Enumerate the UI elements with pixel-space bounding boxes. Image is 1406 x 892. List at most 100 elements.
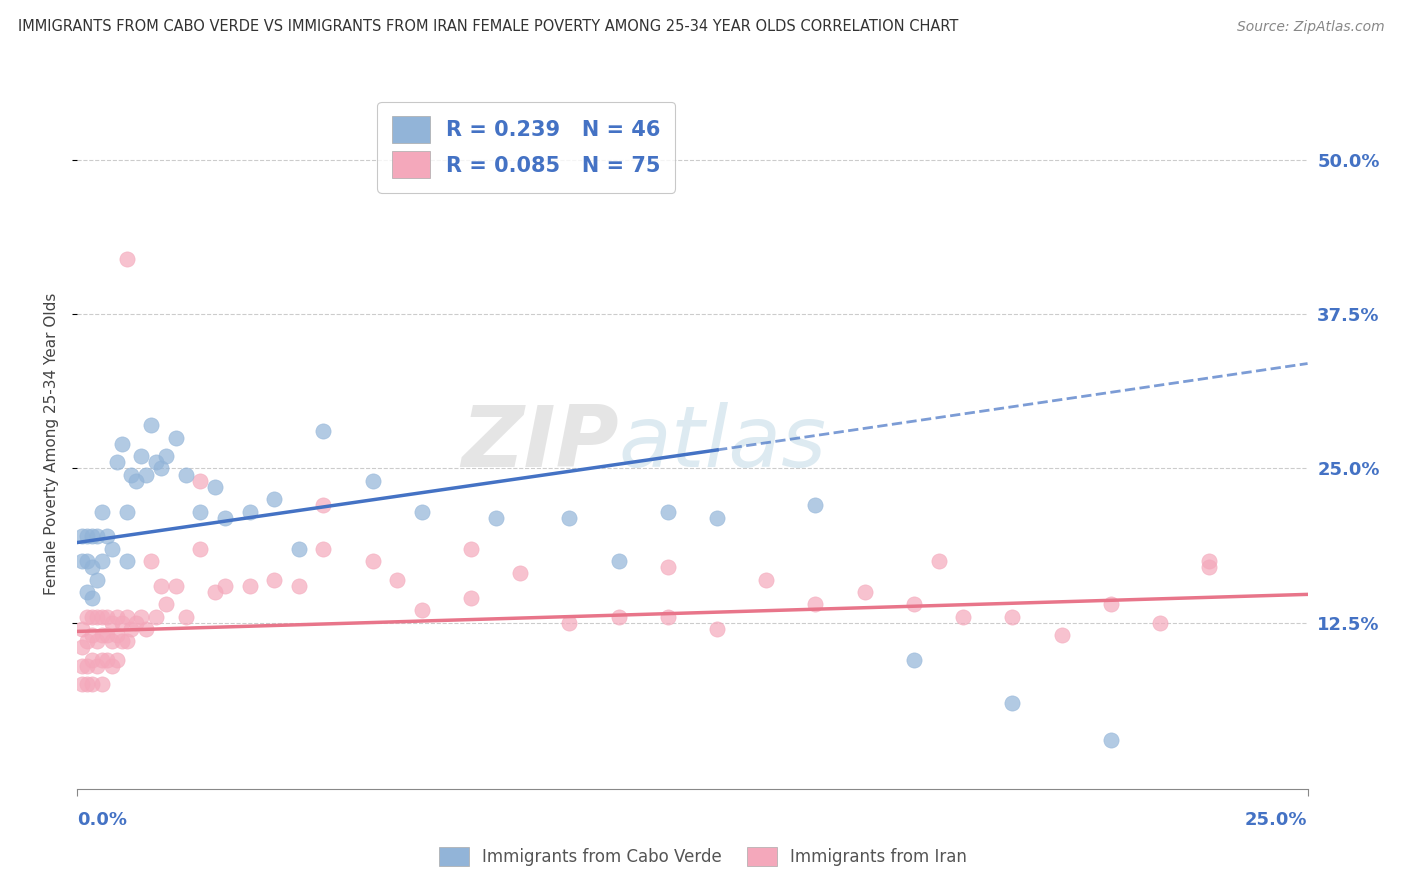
Point <box>174 609 197 624</box>
Point <box>101 615 124 630</box>
Point <box>607 554 630 568</box>
Point <box>657 505 679 519</box>
Legend: Immigrants from Cabo Verde, Immigrants from Iran: Immigrants from Cabo Verde, Immigrants f… <box>430 838 976 875</box>
Point <box>1198 560 1220 574</box>
Point <box>105 653 128 667</box>
Text: Source: ZipAtlas.com: Source: ZipAtlas.com <box>1237 21 1385 34</box>
Point <box>607 609 630 624</box>
Point <box>174 467 197 482</box>
Point <box>111 437 132 451</box>
Point <box>82 653 104 667</box>
Point <box>96 653 118 667</box>
Point <box>361 554 384 568</box>
Point <box>288 541 311 556</box>
Point <box>312 541 335 556</box>
Point <box>131 609 153 624</box>
Point <box>155 449 177 463</box>
Point <box>1099 733 1122 747</box>
Point <box>135 467 157 482</box>
Point <box>145 609 167 624</box>
Point <box>263 492 285 507</box>
Text: 0.0%: 0.0% <box>77 811 128 829</box>
Point <box>706 622 728 636</box>
Point <box>96 529 118 543</box>
Point <box>263 573 285 587</box>
Point <box>150 579 173 593</box>
Point <box>111 615 132 630</box>
Point <box>558 511 581 525</box>
Point <box>76 634 98 648</box>
Point <box>76 554 98 568</box>
Point <box>105 628 128 642</box>
Y-axis label: Female Poverty Among 25-34 Year Olds: Female Poverty Among 25-34 Year Olds <box>44 293 59 595</box>
Point <box>121 622 143 636</box>
Point <box>82 677 104 691</box>
Point <box>312 499 335 513</box>
Point <box>239 579 262 593</box>
Point <box>804 499 827 513</box>
Point <box>90 609 114 624</box>
Point <box>90 677 114 691</box>
Point <box>101 634 124 648</box>
Point <box>411 505 433 519</box>
Point <box>105 455 128 469</box>
Point <box>312 425 335 439</box>
Point <box>115 505 138 519</box>
Point <box>76 677 98 691</box>
Point <box>460 541 482 556</box>
Point <box>204 480 226 494</box>
Point <box>76 609 98 624</box>
Point <box>411 603 433 617</box>
Point <box>70 659 93 673</box>
Point <box>76 585 98 599</box>
Point <box>90 505 114 519</box>
Text: 25.0%: 25.0% <box>1246 811 1308 829</box>
Point <box>706 511 728 525</box>
Point <box>1001 609 1024 624</box>
Point <box>96 628 118 642</box>
Point <box>86 573 108 587</box>
Point <box>76 659 98 673</box>
Text: IMMIGRANTS FROM CABO VERDE VS IMMIGRANTS FROM IRAN FEMALE POVERTY AMONG 25-34 YE: IMMIGRANTS FROM CABO VERDE VS IMMIGRANTS… <box>18 20 959 34</box>
Point <box>86 634 108 648</box>
Point <box>82 560 104 574</box>
Point <box>387 573 409 587</box>
Point <box>928 554 950 568</box>
Point <box>82 628 104 642</box>
Point <box>1198 554 1220 568</box>
Point <box>190 541 212 556</box>
Point <box>460 591 482 605</box>
Point <box>131 449 153 463</box>
Point <box>853 585 876 599</box>
Point <box>86 609 108 624</box>
Point <box>115 609 138 624</box>
Point <box>76 529 98 543</box>
Text: ZIP: ZIP <box>461 402 619 485</box>
Point <box>96 609 118 624</box>
Point <box>135 622 157 636</box>
Point <box>165 431 187 445</box>
Point <box>1099 597 1122 611</box>
Point <box>121 467 143 482</box>
Point <box>70 640 93 655</box>
Point <box>657 609 679 624</box>
Point <box>903 597 925 611</box>
Point <box>190 474 212 488</box>
Point <box>485 511 508 525</box>
Point <box>86 659 108 673</box>
Point <box>115 634 138 648</box>
Point <box>90 653 114 667</box>
Point <box>82 609 104 624</box>
Point <box>155 597 177 611</box>
Point <box>1050 628 1073 642</box>
Text: atlas: atlas <box>619 402 827 485</box>
Point <box>90 628 114 642</box>
Point <box>145 455 167 469</box>
Point <box>141 554 163 568</box>
Point <box>105 609 128 624</box>
Point <box>115 554 138 568</box>
Point <box>239 505 262 519</box>
Point <box>952 609 974 624</box>
Point <box>190 505 212 519</box>
Point <box>125 474 148 488</box>
